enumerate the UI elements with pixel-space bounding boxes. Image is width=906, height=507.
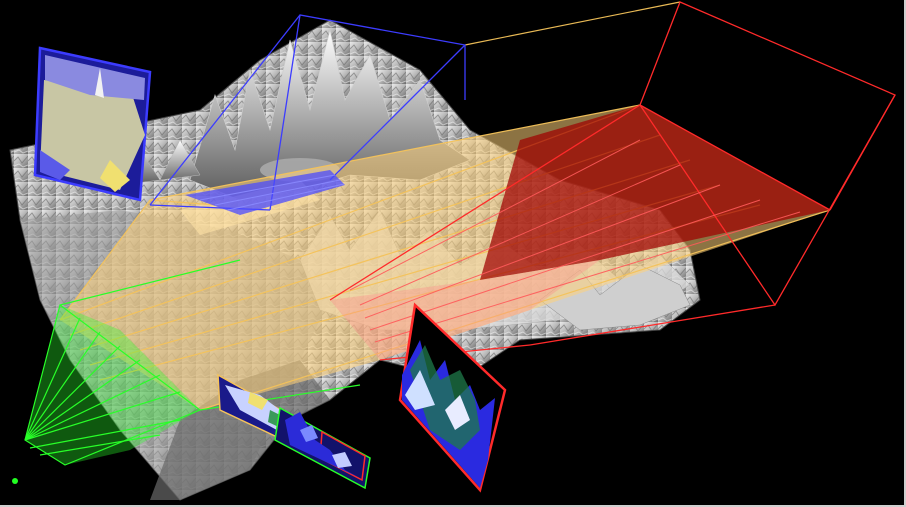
red-camera-view-thumbnail[interactable] [398, 302, 507, 493]
red-camera-frustum[interactable] [329, 1, 896, 361]
blue-camera-frustum[interactable] [149, 14, 466, 215]
green-camera-view-thumbnail[interactable] [274, 406, 371, 490]
status-dot-icon [12, 478, 18, 484]
blue-camera-view-thumbnail[interactable] [33, 46, 152, 202]
